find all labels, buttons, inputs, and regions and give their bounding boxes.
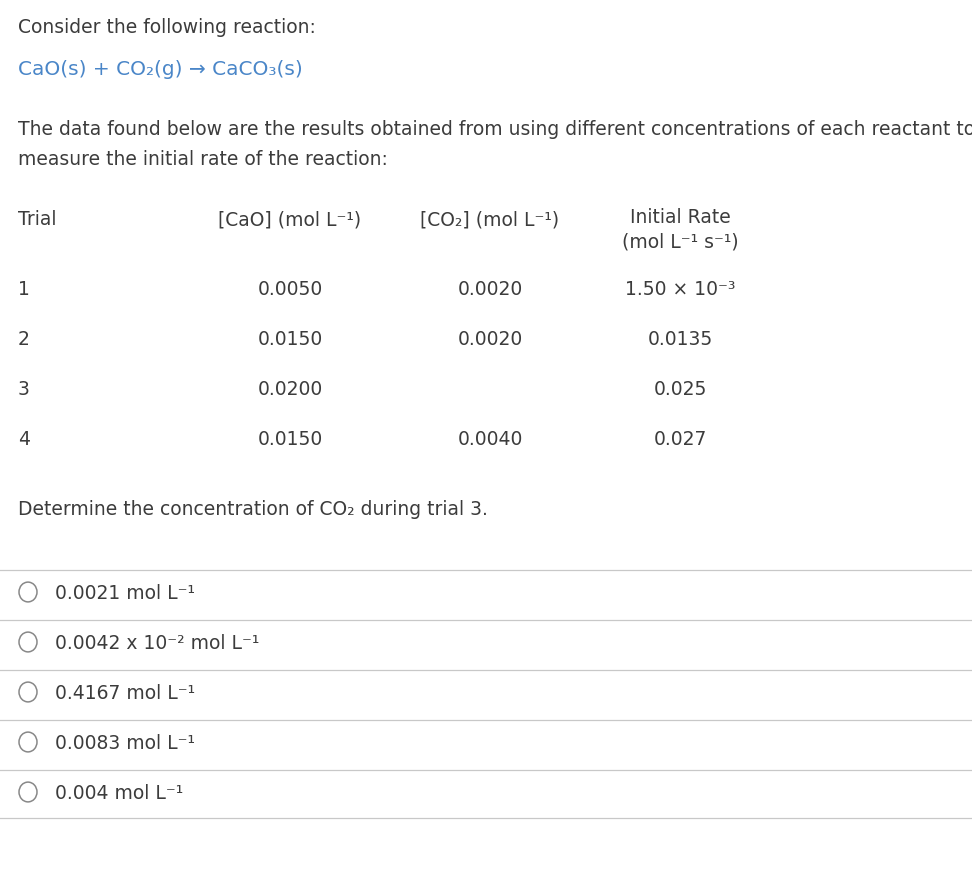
Text: [CO₂] (mol L⁻¹): [CO₂] (mol L⁻¹) bbox=[421, 210, 560, 229]
Text: Consider the following reaction:: Consider the following reaction: bbox=[18, 18, 316, 37]
Text: The data found below are the results obtained from using different concentration: The data found below are the results obt… bbox=[18, 120, 972, 139]
Text: 0.0040: 0.0040 bbox=[457, 430, 523, 449]
Text: 0.0083 mol L⁻¹: 0.0083 mol L⁻¹ bbox=[55, 734, 195, 753]
Text: 1: 1 bbox=[18, 280, 30, 299]
Text: 0.0042 x 10⁻² mol L⁻¹: 0.0042 x 10⁻² mol L⁻¹ bbox=[55, 634, 260, 653]
Text: 0.004 mol L⁻¹: 0.004 mol L⁻¹ bbox=[55, 784, 184, 803]
Text: measure the initial rate of the reaction:: measure the initial rate of the reaction… bbox=[18, 150, 388, 169]
Text: 0.0135: 0.0135 bbox=[647, 330, 712, 349]
Text: Trial: Trial bbox=[18, 210, 56, 229]
Text: 0.4167 mol L⁻¹: 0.4167 mol L⁻¹ bbox=[55, 684, 195, 703]
Text: 0.0020: 0.0020 bbox=[458, 280, 523, 299]
Text: 3: 3 bbox=[18, 380, 30, 399]
Text: [CaO] (mol L⁻¹): [CaO] (mol L⁻¹) bbox=[219, 210, 362, 229]
Text: Determine the concentration of CO₂ during trial 3.: Determine the concentration of CO₂ durin… bbox=[18, 500, 488, 519]
Text: CaO(s) + CO₂(g) → CaCO₃(s): CaO(s) + CO₂(g) → CaCO₃(s) bbox=[18, 60, 302, 79]
Text: 0.0150: 0.0150 bbox=[258, 430, 323, 449]
Text: (mol L⁻¹ s⁻¹): (mol L⁻¹ s⁻¹) bbox=[622, 232, 739, 251]
Text: 0.0050: 0.0050 bbox=[258, 280, 323, 299]
Text: 0.025: 0.025 bbox=[653, 380, 707, 399]
Text: 2: 2 bbox=[18, 330, 30, 349]
Text: 0.0200: 0.0200 bbox=[258, 380, 323, 399]
Text: 1.50 × 10⁻³: 1.50 × 10⁻³ bbox=[625, 280, 735, 299]
Text: 0.0150: 0.0150 bbox=[258, 330, 323, 349]
Text: 0.0021 mol L⁻¹: 0.0021 mol L⁻¹ bbox=[55, 584, 195, 603]
Text: 0.0020: 0.0020 bbox=[458, 330, 523, 349]
Text: Initial Rate: Initial Rate bbox=[630, 208, 730, 227]
Text: 4: 4 bbox=[18, 430, 30, 449]
Text: 0.027: 0.027 bbox=[653, 430, 707, 449]
